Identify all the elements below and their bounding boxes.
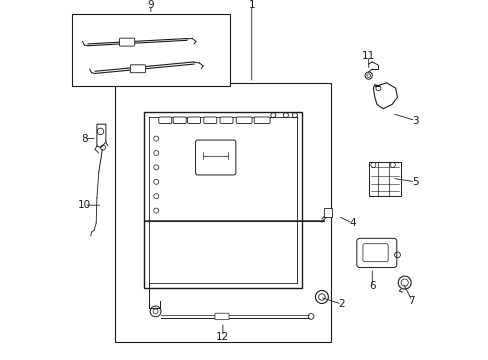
FancyBboxPatch shape bbox=[159, 117, 171, 123]
FancyBboxPatch shape bbox=[215, 313, 228, 320]
Text: 4: 4 bbox=[348, 218, 355, 228]
Bar bbox=[323, 208, 331, 217]
Text: 9: 9 bbox=[147, 0, 154, 10]
Polygon shape bbox=[143, 112, 302, 288]
Bar bbox=[72, 14, 230, 86]
Bar bbox=[115, 83, 330, 342]
Text: 11: 11 bbox=[361, 51, 375, 61]
Text: 6: 6 bbox=[368, 281, 375, 291]
Bar bbox=[368, 162, 400, 196]
FancyBboxPatch shape bbox=[356, 238, 396, 267]
Text: 8: 8 bbox=[81, 134, 87, 144]
Polygon shape bbox=[97, 124, 106, 148]
Text: 5: 5 bbox=[411, 177, 418, 187]
FancyBboxPatch shape bbox=[130, 65, 145, 73]
Text: 12: 12 bbox=[216, 332, 229, 342]
FancyBboxPatch shape bbox=[120, 38, 134, 46]
FancyBboxPatch shape bbox=[220, 117, 232, 123]
FancyBboxPatch shape bbox=[173, 117, 186, 123]
Text: 3: 3 bbox=[411, 116, 418, 126]
FancyBboxPatch shape bbox=[236, 117, 251, 123]
FancyBboxPatch shape bbox=[195, 140, 235, 175]
FancyBboxPatch shape bbox=[203, 117, 216, 123]
Text: 1: 1 bbox=[248, 0, 254, 10]
FancyBboxPatch shape bbox=[254, 117, 269, 123]
Text: 10: 10 bbox=[78, 200, 91, 210]
FancyBboxPatch shape bbox=[362, 244, 387, 262]
Text: 7: 7 bbox=[408, 296, 414, 306]
FancyBboxPatch shape bbox=[187, 117, 200, 123]
Text: 2: 2 bbox=[338, 299, 345, 309]
